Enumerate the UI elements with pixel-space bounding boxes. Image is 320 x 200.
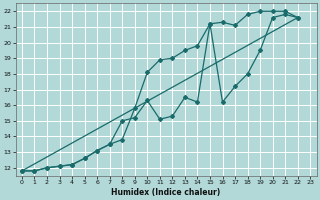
X-axis label: Humidex (Indice chaleur): Humidex (Indice chaleur) bbox=[111, 188, 221, 197]
